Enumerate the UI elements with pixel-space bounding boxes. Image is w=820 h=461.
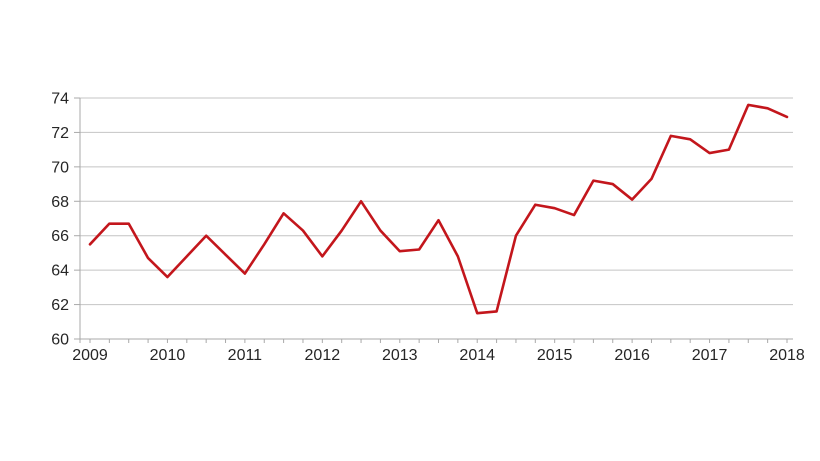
y-tick-label: 64 xyxy=(51,263,69,280)
x-tick-label: 2012 xyxy=(305,347,341,364)
y-tick-label: 66 xyxy=(51,228,69,245)
x-tick-label: 2010 xyxy=(150,347,186,364)
y-tick-label: 70 xyxy=(51,159,69,176)
y-tick-label: 72 xyxy=(51,125,69,142)
y-tick-label: 62 xyxy=(51,297,69,314)
x-tick-label: 2009 xyxy=(72,347,108,364)
y-tick-label: 68 xyxy=(51,194,69,211)
x-tick-label: 2011 xyxy=(228,347,263,364)
x-tick-label: 2013 xyxy=(382,347,418,364)
x-tick-label: 2014 xyxy=(459,347,495,364)
y-tick-label: 74 xyxy=(51,91,69,108)
x-tick-label: 2018 xyxy=(769,347,805,364)
x-tick-label: 2015 xyxy=(537,347,573,364)
x-tick-label: 2016 xyxy=(614,347,650,364)
x-tick-label: 2017 xyxy=(692,347,728,364)
data-line xyxy=(88,103,789,315)
y-tick-label: 60 xyxy=(51,332,69,349)
